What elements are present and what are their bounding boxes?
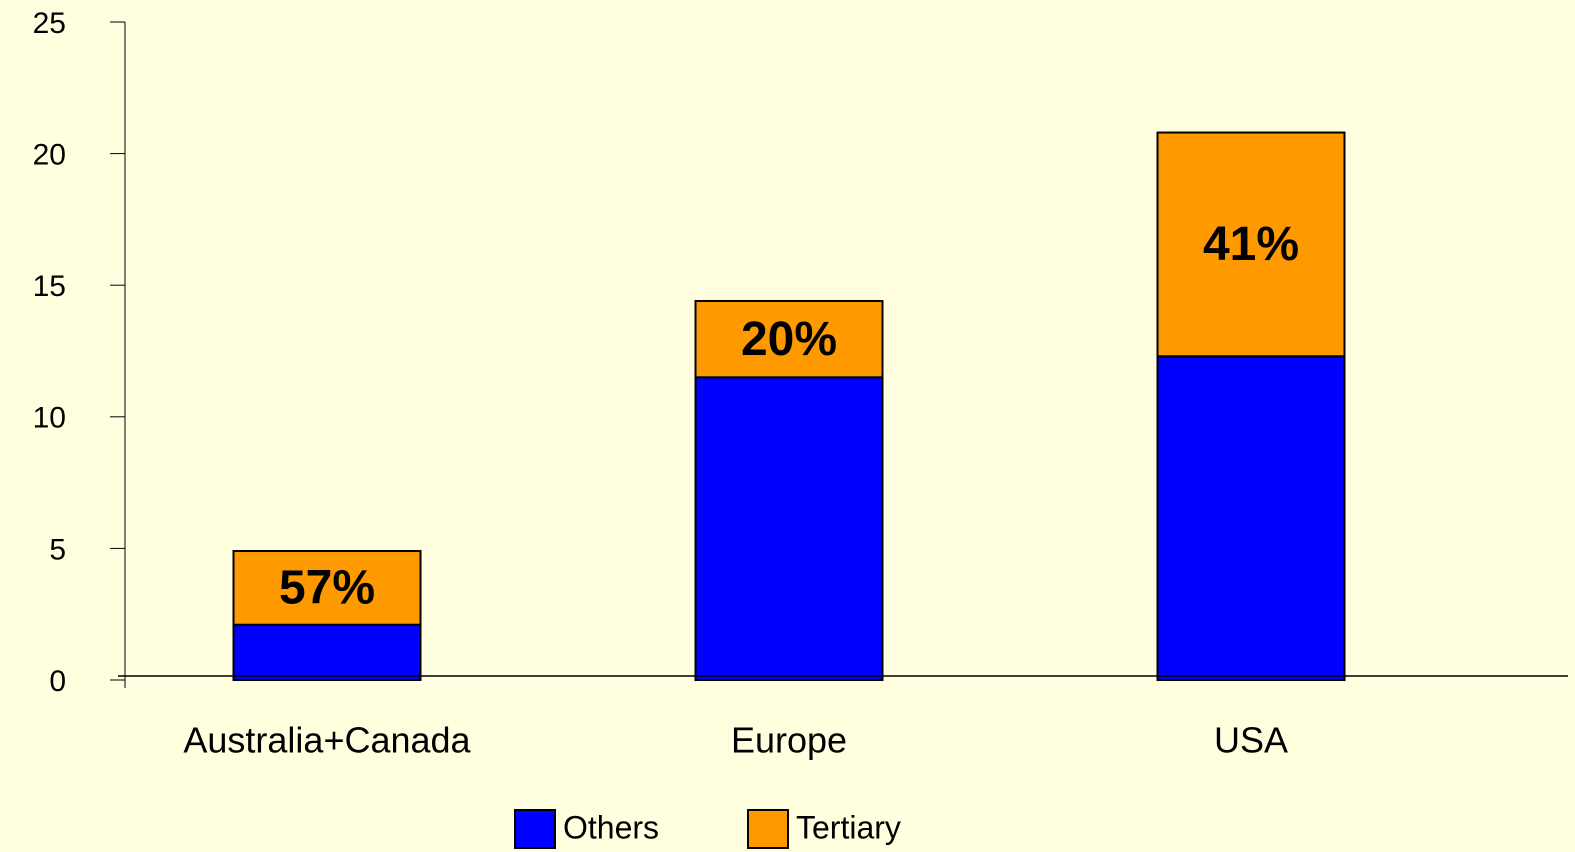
legend-label: Tertiary bbox=[796, 809, 901, 845]
legend-label: Others bbox=[563, 809, 659, 845]
bar-segment bbox=[232, 623, 422, 682]
x-tick-label: USA bbox=[1214, 720, 1288, 761]
legend-swatch bbox=[514, 809, 556, 849]
bar-annotation: 41% bbox=[1203, 218, 1299, 271]
legend-swatch bbox=[747, 809, 789, 849]
y-tick-label: 10 bbox=[33, 402, 66, 435]
bar-annotation: 57% bbox=[279, 562, 375, 615]
y-tick-label: 25 bbox=[33, 7, 66, 40]
y-tick-label: 0 bbox=[49, 665, 66, 698]
bar-segment bbox=[694, 299, 884, 379]
y-tick-label: 20 bbox=[33, 139, 66, 172]
bar-annotation: 20% bbox=[741, 313, 837, 366]
bar-segment bbox=[1156, 355, 1346, 681]
x-tick-label: Europe bbox=[731, 720, 847, 761]
y-tick-label: 5 bbox=[49, 533, 66, 566]
bar-segment bbox=[232, 550, 422, 626]
x-tick-label: Australia+Canada bbox=[183, 720, 471, 761]
bar-segment bbox=[1156, 131, 1346, 358]
y-tick-label: 15 bbox=[33, 270, 66, 303]
bar-segment bbox=[694, 376, 884, 681]
